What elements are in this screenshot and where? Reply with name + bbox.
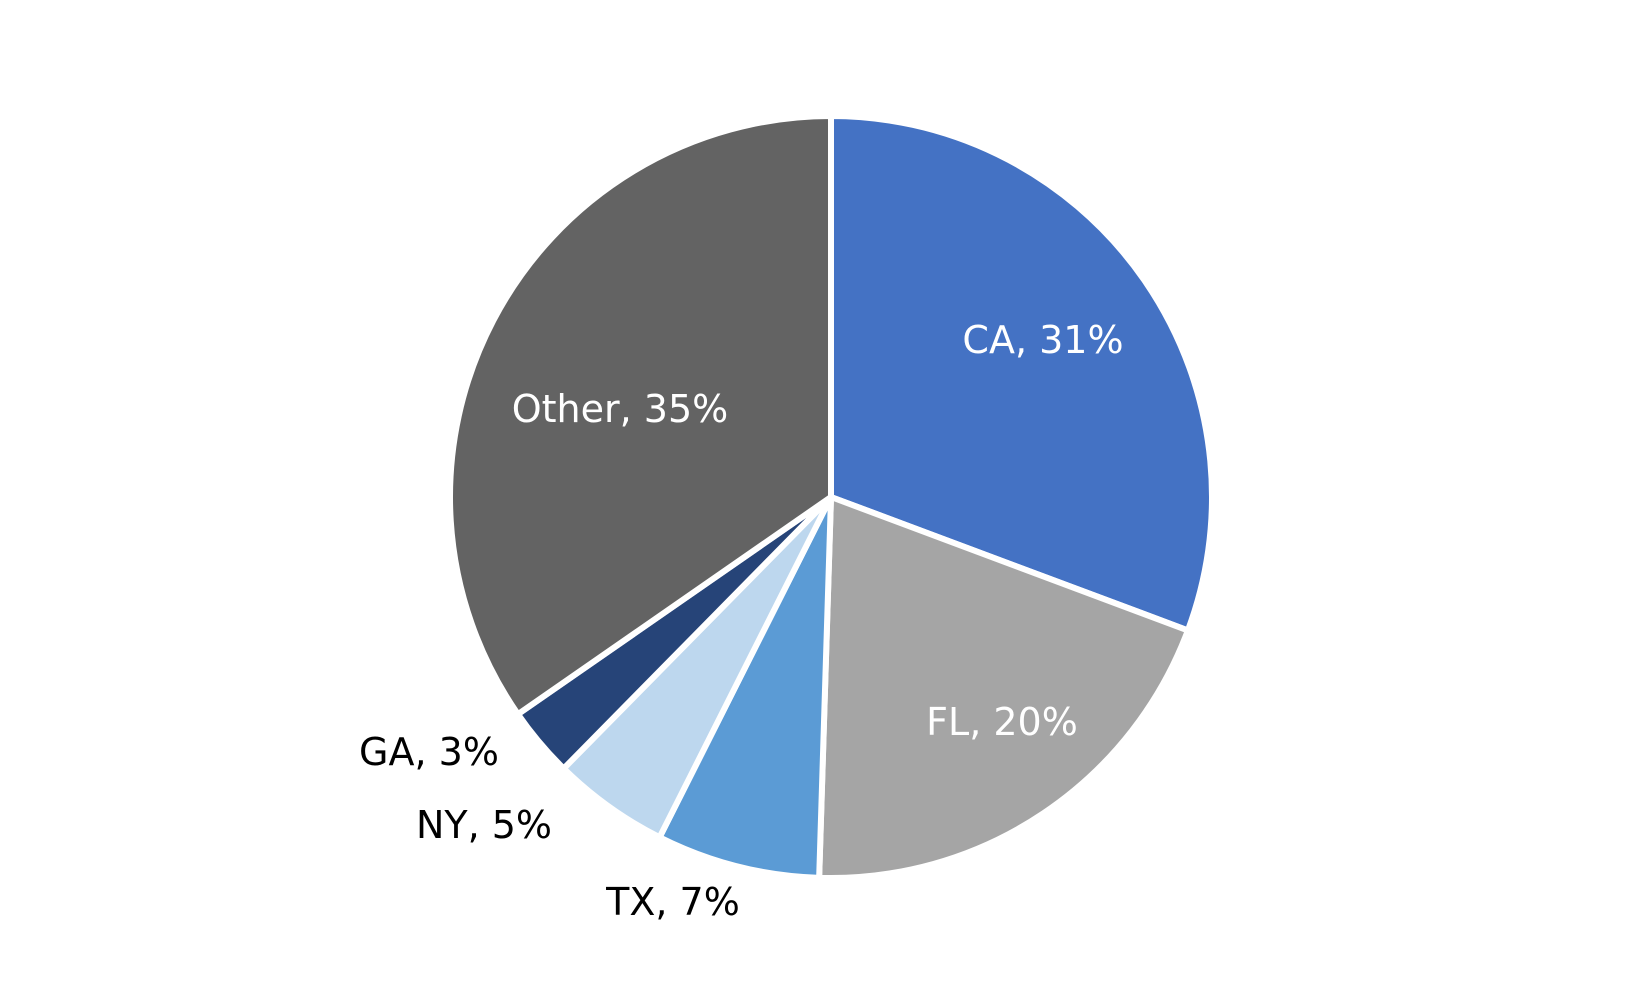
label-other: Other, 35% bbox=[512, 387, 729, 431]
slice-fl bbox=[816, 494, 1191, 881]
pie-slices bbox=[447, 113, 1215, 881]
label-tx: TX, 7% bbox=[605, 880, 740, 924]
label-fl: FL, 20% bbox=[926, 700, 1078, 744]
pie-labels: CA, 31% FL, 20% TX, 7% NY, 5% GA, 3% Oth… bbox=[359, 318, 1124, 924]
slice-ca bbox=[828, 113, 1215, 634]
label-ca: CA, 31% bbox=[962, 318, 1123, 362]
label-ny: NY, 5% bbox=[416, 803, 552, 847]
slice-other bbox=[447, 113, 834, 718]
label-ga: GA, 3% bbox=[359, 730, 499, 774]
slice-tx bbox=[656, 494, 834, 881]
